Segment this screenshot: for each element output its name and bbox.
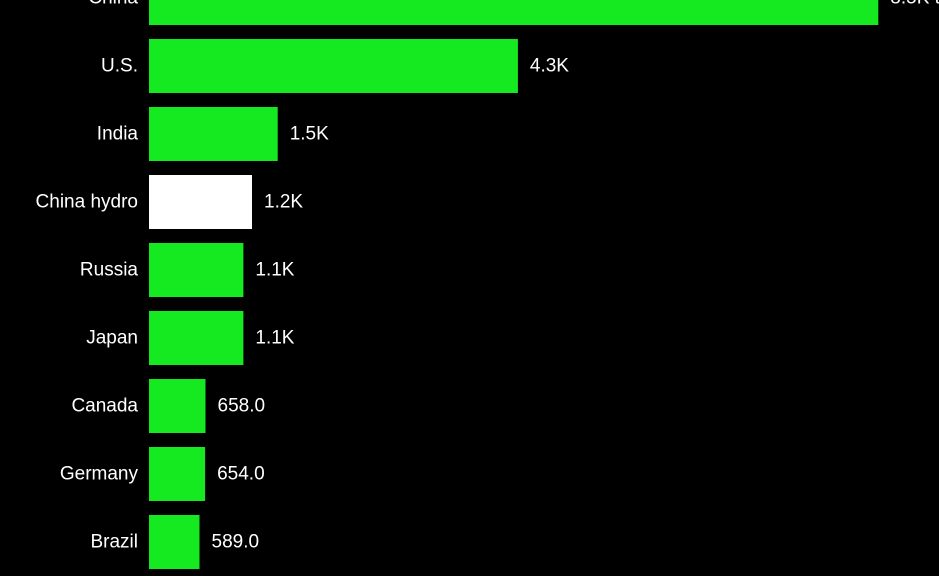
bar-canada: [149, 379, 206, 433]
bar-russia: [149, 243, 244, 297]
category-labels-group: China U.S. India China hydro Russia Japan Cana…: [36, 0, 139, 553]
bar-u-s: [149, 39, 518, 93]
category-label: India: [97, 124, 139, 145]
value-labels-group: 8.5K terawatt-hours 4.3K 1.5K 1.2K 1.1K 1.1K 6…: [212, 0, 939, 553]
bar-germany: [149, 447, 206, 501]
bar-china-hydro: [149, 175, 252, 229]
bar-japan: [149, 311, 244, 365]
bar-china: [149, 0, 879, 25]
value-label: 1.2K: [264, 192, 303, 213]
value-label: 1.1K: [255, 328, 294, 349]
category-label: Japan: [86, 328, 138, 349]
value-label: 1.5K: [290, 124, 329, 145]
value-label: 589.0: [212, 532, 260, 553]
bars-group: [149, 0, 879, 569]
category-label: Canada: [71, 396, 138, 417]
category-label: Germany: [60, 464, 139, 485]
value-label: 654.0: [217, 464, 265, 485]
value-label: 1.1K: [255, 260, 294, 281]
value-label: 4.3K: [530, 56, 569, 77]
value-label: 8.5K terawatt-hours: [890, 0, 939, 9]
category-label: Brazil: [90, 532, 138, 553]
bar-brazil: [149, 515, 200, 569]
value-label: 658.0: [218, 396, 266, 417]
category-label: China: [88, 0, 138, 9]
category-label: China hydro: [36, 192, 138, 213]
bar-india: [149, 107, 278, 161]
category-label: U.S.: [101, 56, 138, 77]
category-label: Russia: [80, 260, 139, 281]
